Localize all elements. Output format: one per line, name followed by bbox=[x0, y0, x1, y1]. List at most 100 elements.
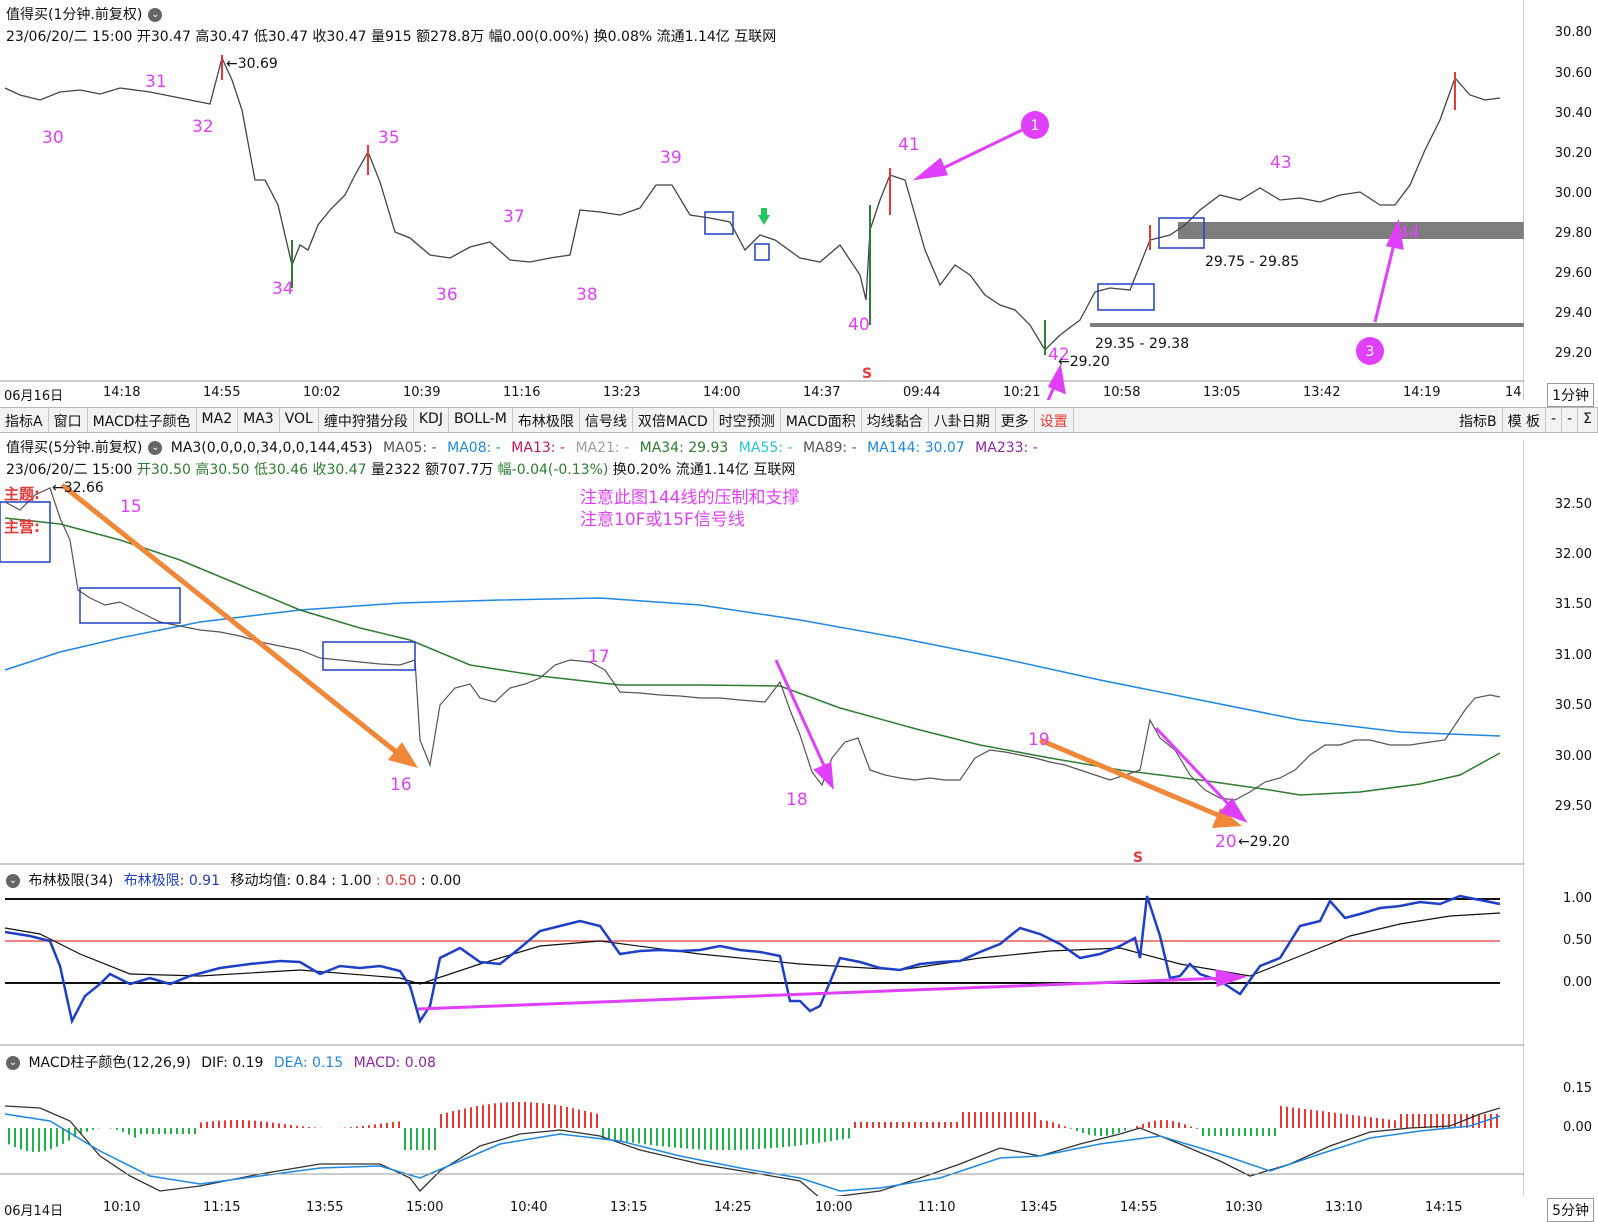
panel4-chart[interactable] bbox=[0, 1046, 1524, 1196]
tab-boll-limit[interactable]: 布林极限 bbox=[513, 408, 580, 432]
macd-bar bbox=[140, 1128, 142, 1134]
panel2-price-labels: ←32.66 ←29.20 bbox=[52, 480, 1290, 850]
sell-signal-icon: S bbox=[1133, 850, 1143, 865]
tab-forecast[interactable]: 时空预测 bbox=[714, 408, 781, 432]
topic-label[interactable]: 主题: bbox=[4, 485, 40, 503]
macd-bar bbox=[1076, 1128, 1078, 1131]
svg-text:18: 18 bbox=[786, 790, 808, 810]
macd-bar bbox=[560, 1106, 562, 1128]
macd-bar bbox=[1190, 1126, 1192, 1128]
macd-bar bbox=[686, 1128, 688, 1149]
macd-bar bbox=[1394, 1120, 1396, 1128]
macd-bar bbox=[1262, 1128, 1264, 1136]
macd-bar bbox=[854, 1122, 856, 1128]
tab-ma-glue[interactable]: 均线黏合 bbox=[862, 408, 929, 432]
macd-bar bbox=[1388, 1120, 1390, 1129]
tab-ma2[interactable]: MA2 bbox=[197, 408, 239, 432]
period-1min-tab[interactable]: 1分钟 bbox=[1547, 383, 1594, 407]
period-5min-tab[interactable]: 5分钟 bbox=[1547, 1198, 1594, 1222]
macd-bar bbox=[128, 1128, 130, 1135]
tab-indicator-a[interactable]: 指标A bbox=[0, 408, 49, 432]
macd-bar bbox=[866, 1122, 868, 1128]
macd-bar bbox=[1304, 1109, 1306, 1128]
macd-bar bbox=[530, 1102, 532, 1128]
tab-kdj[interactable]: KDJ bbox=[414, 408, 449, 432]
tab-settings[interactable]: 设置 bbox=[1035, 408, 1074, 432]
macd-bar bbox=[494, 1103, 496, 1128]
svg-text:43: 43 bbox=[1270, 153, 1292, 173]
macd-bar bbox=[188, 1128, 190, 1134]
macd-bar bbox=[542, 1103, 544, 1128]
panel1-price-line bbox=[5, 58, 1500, 350]
tab-macd-area[interactable]: MACD面积 bbox=[781, 408, 862, 432]
tab-bagua-date[interactable]: 八卦日期 bbox=[929, 408, 996, 432]
svg-text:29.75 - 29.85: 29.75 - 29.85 bbox=[1205, 254, 1299, 270]
macd-bar bbox=[896, 1122, 898, 1128]
macd-bar bbox=[638, 1128, 640, 1143]
panel3-chart[interactable] bbox=[0, 866, 1524, 1046]
tab-boll-m[interactable]: BOLL-M bbox=[449, 408, 513, 432]
tab-signal-line[interactable]: 信号线 bbox=[580, 408, 633, 432]
macd-bar bbox=[506, 1102, 508, 1128]
macd-bar bbox=[524, 1102, 526, 1128]
zoom-in-button[interactable]: - bbox=[1562, 408, 1578, 432]
svg-text:34: 34 bbox=[272, 279, 294, 299]
macd-bar bbox=[626, 1128, 628, 1142]
panel2-chart[interactable]: 注意此图144线的压制和支撑 注意10F或15F信号线 主题: 主营: 15 1… bbox=[0, 440, 1524, 865]
macd-bar bbox=[464, 1108, 466, 1128]
resistance-zone bbox=[1178, 222, 1524, 239]
tab-more[interactable]: 更多 bbox=[996, 408, 1035, 432]
macd-bar bbox=[968, 1112, 970, 1128]
panel1-chart[interactable]: 1 2 3 30 31 32 34 35 36 37 38 39 40 41 4… bbox=[0, 0, 1524, 400]
macd-bar bbox=[182, 1128, 184, 1134]
svg-text:1: 1 bbox=[1031, 118, 1040, 134]
svg-text:31: 31 bbox=[145, 72, 167, 92]
svg-text:32: 32 bbox=[192, 117, 214, 137]
sum-button[interactable]: Σ bbox=[1578, 408, 1598, 432]
macd-bar bbox=[1166, 1120, 1168, 1128]
macd-bar bbox=[242, 1120, 244, 1128]
macd-bar bbox=[434, 1128, 436, 1150]
tab-double-macd[interactable]: 双倍MACD bbox=[633, 408, 714, 432]
tab-ma3[interactable]: MA3 bbox=[238, 408, 280, 432]
macd-bar bbox=[740, 1128, 742, 1150]
macd-bar bbox=[746, 1128, 748, 1150]
macd-bar bbox=[692, 1128, 694, 1149]
tab-indicator-b[interactable]: 指标B bbox=[1454, 408, 1503, 432]
macd-bar bbox=[1160, 1120, 1162, 1128]
tab-window[interactable]: 窗口 bbox=[49, 408, 88, 432]
svg-text:←32.66: ←32.66 bbox=[52, 480, 104, 496]
macd-bar bbox=[680, 1128, 682, 1148]
dif-line bbox=[5, 1106, 1500, 1196]
macd-bar bbox=[1112, 1128, 1114, 1135]
macd-bar bbox=[152, 1128, 154, 1134]
svg-text:37: 37 bbox=[503, 207, 525, 227]
macd-bar bbox=[1046, 1121, 1048, 1128]
macd-bar bbox=[1436, 1114, 1438, 1128]
macd-bar bbox=[86, 1128, 88, 1132]
svg-text:19: 19 bbox=[1028, 730, 1050, 750]
macd-bar bbox=[1004, 1112, 1006, 1128]
macd-bar bbox=[722, 1128, 724, 1150]
business-label[interactable]: 主营: bbox=[4, 518, 40, 536]
macd-bar bbox=[296, 1126, 298, 1128]
svg-text:16: 16 bbox=[390, 775, 412, 795]
macd-bar bbox=[62, 1128, 64, 1144]
svg-text:40: 40 bbox=[848, 315, 870, 335]
tab-segment[interactable]: 缠中狩猎分段 bbox=[319, 408, 414, 432]
zoom-out-button[interactable]: - bbox=[1546, 408, 1562, 432]
macd-bar bbox=[452, 1111, 454, 1128]
macd-bar bbox=[1028, 1112, 1030, 1128]
svg-text:29.35 - 29.38: 29.35 - 29.38 bbox=[1095, 336, 1189, 352]
macd-bar bbox=[8, 1128, 10, 1144]
macd-bar bbox=[998, 1112, 1000, 1128]
tab-vol[interactable]: VOL bbox=[280, 408, 319, 432]
panel2-orange-arrows bbox=[62, 485, 1242, 828]
macd-bar bbox=[32, 1128, 34, 1152]
macd-bar bbox=[1490, 1114, 1492, 1128]
macd-bar bbox=[980, 1112, 982, 1128]
tab-macd-color[interactable]: MACD柱子颜色 bbox=[88, 408, 197, 432]
svg-text:15: 15 bbox=[120, 497, 142, 517]
tab-template[interactable]: 模 板 bbox=[1503, 408, 1546, 432]
boll-limit-line bbox=[5, 896, 1500, 1021]
